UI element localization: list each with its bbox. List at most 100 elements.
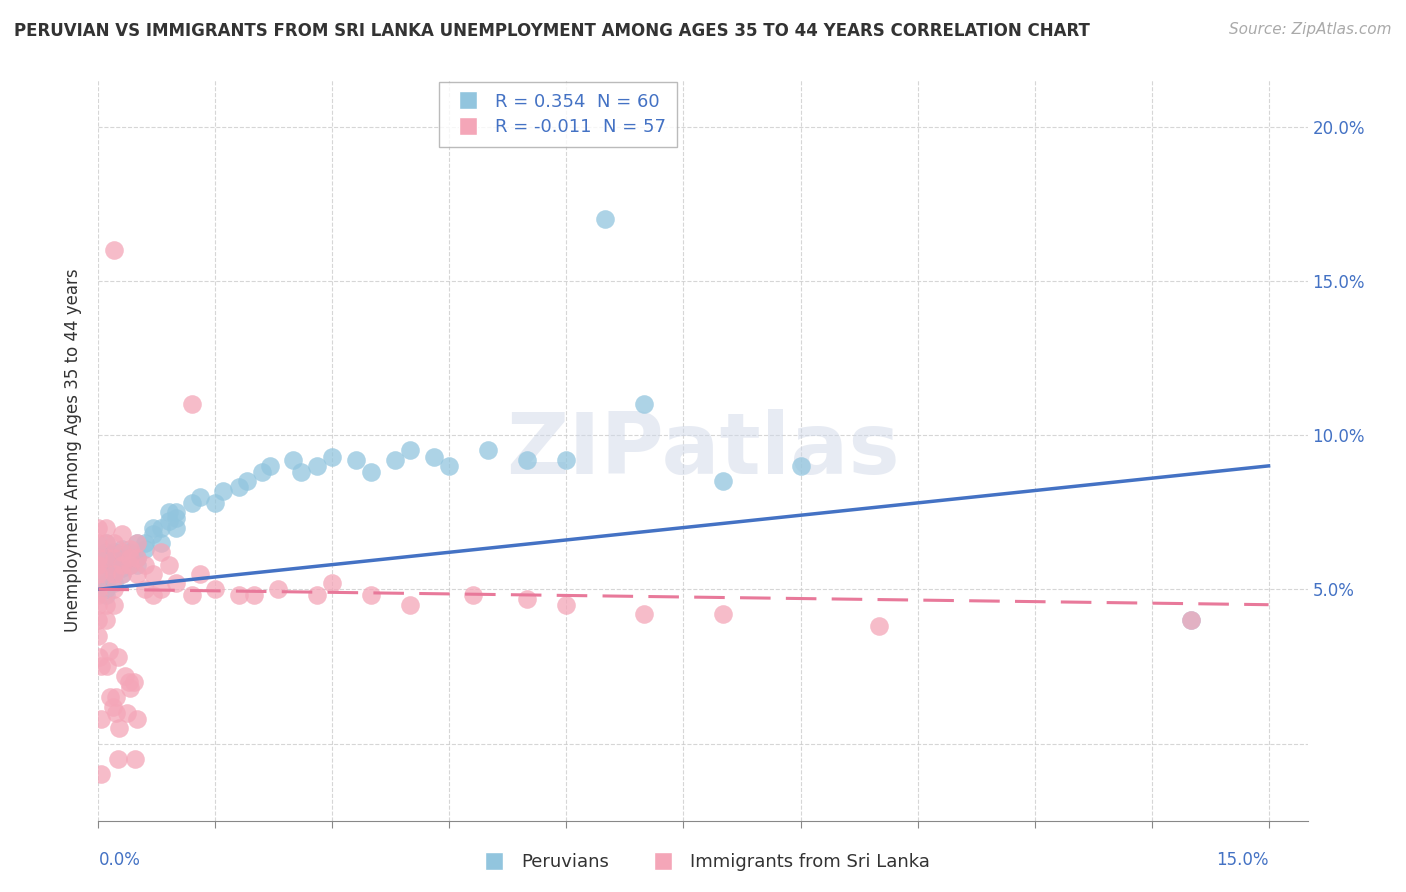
Text: Source: ZipAtlas.com: Source: ZipAtlas.com (1229, 22, 1392, 37)
Point (188, 566, 211, 581)
Point (96, 566, 118, 581)
Point (96, 558, 118, 572)
Point (127, 536, 149, 550)
Point (243, 589, 266, 603)
Point (114, 668, 136, 682)
Point (111, 558, 134, 572)
Y-axis label: Unemployment Among Ages 35 to 44 years: Unemployment Among Ages 35 to 44 years (63, 268, 82, 632)
Point (98, 690, 121, 705)
Point (96, 536, 118, 550)
Point (181, 496, 204, 510)
Point (124, 752, 146, 766)
Point (344, 452, 367, 467)
Point (228, 589, 250, 603)
Point (108, 721, 131, 735)
Point (127, 551, 149, 566)
Point (1180, 613, 1202, 627)
Point (165, 511, 187, 525)
Point (96, 545, 118, 559)
Point (103, 598, 125, 612)
Point (118, 674, 141, 689)
Point (87, 520, 110, 534)
Point (477, 443, 499, 458)
Point (181, 589, 204, 603)
Point (118, 542, 141, 557)
Point (127, 551, 149, 566)
Point (96, 551, 118, 566)
Point (87, 589, 110, 603)
Point (118, 681, 141, 695)
Point (142, 589, 165, 603)
Point (321, 576, 343, 591)
Point (103, 536, 125, 550)
Point (96, 582, 118, 597)
Point (111, 526, 134, 541)
Point (134, 542, 156, 557)
Point (87, 613, 110, 627)
Point (633, 607, 655, 621)
Point (134, 558, 156, 572)
Point (111, 566, 134, 581)
Point (142, 520, 165, 534)
Point (97, 644, 120, 658)
Text: ZIPatlas: ZIPatlas (506, 409, 900, 492)
Point (165, 505, 187, 519)
Point (228, 480, 250, 494)
Point (87, 628, 110, 642)
Text: PERUVIAN VS IMMIGRANTS FROM SRI LANKA UNEMPLOYMENT AMONG AGES 35 TO 44 YEARS COR: PERUVIAN VS IMMIGRANTS FROM SRI LANKA UN… (14, 22, 1090, 40)
Legend: R = 0.354  N = 60, R = -0.011  N = 57: R = 0.354 N = 60, R = -0.011 N = 57 (439, 82, 676, 147)
Point (149, 545, 172, 559)
Point (142, 566, 165, 581)
Point (87, 582, 110, 597)
Point (321, 450, 343, 464)
Point (555, 598, 578, 612)
Point (204, 582, 226, 597)
Point (399, 443, 422, 458)
Point (157, 515, 180, 529)
Point (252, 465, 274, 479)
Point (711, 607, 734, 621)
Point (111, 566, 134, 581)
Point (127, 558, 149, 572)
Point (103, 243, 125, 257)
Point (516, 591, 538, 606)
Point (181, 397, 204, 411)
Point (711, 475, 734, 489)
Point (439, 458, 461, 473)
Point (96, 598, 118, 612)
Text: 15.0%: 15.0% (1216, 851, 1268, 869)
Point (118, 551, 141, 566)
Point (204, 496, 226, 510)
Point (118, 558, 141, 572)
Point (259, 458, 281, 473)
Point (595, 212, 617, 227)
Point (96, 589, 118, 603)
Point (149, 520, 172, 534)
Point (104, 690, 127, 705)
Point (122, 674, 145, 689)
Point (96, 551, 118, 566)
Point (111, 560, 134, 574)
Legend: Peruvians, Immigrants from Sri Lanka: Peruvians, Immigrants from Sri Lanka (468, 847, 938, 879)
Point (115, 706, 138, 720)
Point (107, 752, 129, 766)
Point (212, 483, 235, 498)
Point (96, 520, 118, 534)
Point (118, 551, 141, 566)
Point (103, 551, 125, 566)
Point (399, 598, 422, 612)
Point (103, 582, 125, 597)
Point (89, 650, 111, 665)
Point (789, 458, 811, 473)
Point (283, 452, 305, 467)
Point (127, 536, 149, 550)
Point (103, 545, 125, 559)
Point (107, 650, 129, 665)
Point (111, 545, 134, 559)
Point (267, 582, 290, 597)
Point (87, 598, 110, 612)
Point (96, 566, 118, 581)
Point (90, 767, 112, 781)
Point (188, 490, 211, 504)
Point (90, 659, 112, 673)
